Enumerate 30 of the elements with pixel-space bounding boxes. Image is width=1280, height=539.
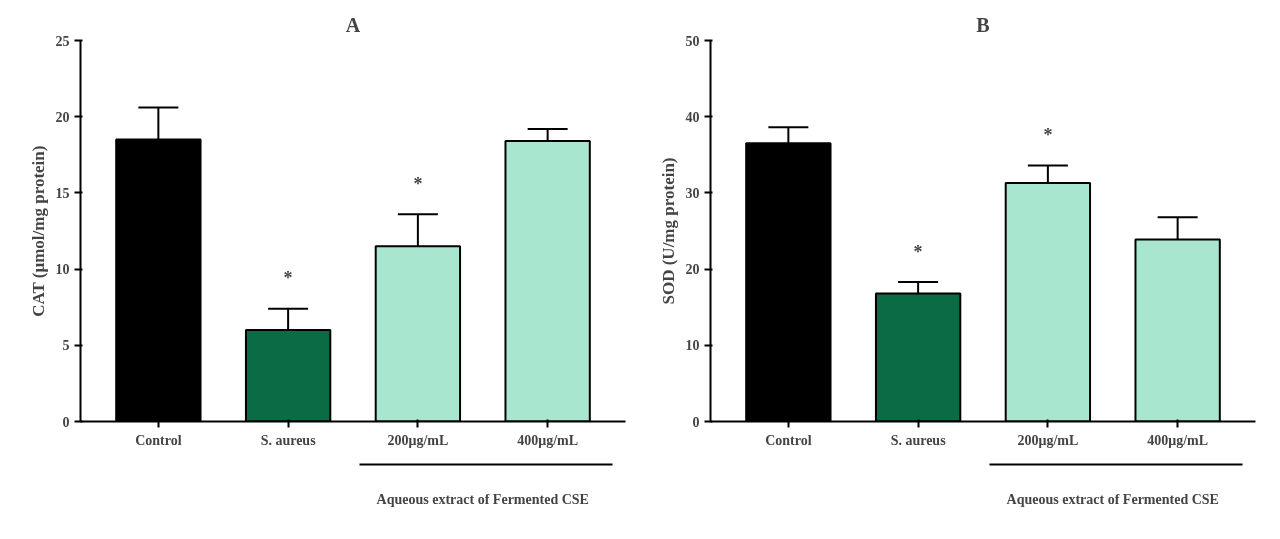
- x-tick-label: 400μg/mL: [1147, 432, 1209, 448]
- chart-title: A: [345, 13, 361, 36]
- y-tick-label: 15: [55, 185, 70, 201]
- annotation: *: [1043, 124, 1053, 145]
- y-tick-label: 10: [685, 338, 700, 354]
- annotation: *: [283, 268, 293, 289]
- x-tick-label: Control: [135, 432, 182, 448]
- y-tick-label: 20: [685, 262, 700, 278]
- y-tick-label: 20: [55, 109, 70, 125]
- x-tick-label: 400μg/mL: [517, 432, 579, 448]
- text: Aqueous extract of Fermented CSE: [376, 491, 589, 507]
- y-tick-label: 50: [685, 33, 700, 49]
- x-tick-label: S. aureus: [890, 432, 947, 448]
- y-tick-label: 5: [62, 338, 70, 354]
- x-tick-label: 200μg/mL: [387, 432, 449, 448]
- x-tick-label: S. aureus: [260, 432, 317, 448]
- annotation: *: [413, 173, 423, 194]
- chart-title: B: [976, 13, 990, 36]
- y-tick-label: 40: [685, 109, 700, 125]
- text: Aqueous extract of Fermented CSE: [1006, 491, 1219, 507]
- x-tick-label: Control: [765, 432, 812, 448]
- y-tick-label: 0: [692, 414, 700, 430]
- y-axis-title: CAT (μmol/mg protein): [28, 145, 48, 317]
- y-tick-label: 10: [55, 262, 70, 278]
- x-tick-label: 200μg/mL: [1017, 432, 1079, 448]
- annotation: *: [913, 241, 923, 262]
- y-axis-title: SOD (U/mg protein): [658, 157, 678, 305]
- y-tick-label: 0: [62, 414, 70, 430]
- y-tick-label: 25: [55, 33, 70, 49]
- y-tick-label: 30: [685, 185, 700, 201]
